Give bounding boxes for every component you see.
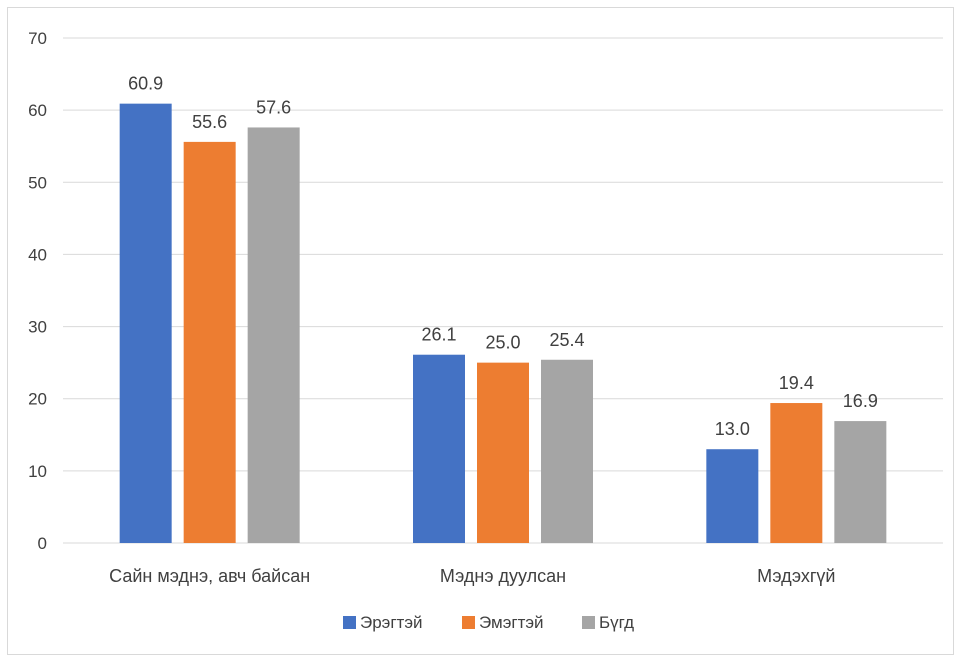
legend-swatch [582,616,595,629]
legend-label: Эрэгтэй [360,613,423,632]
data-label: 16.9 [843,391,878,411]
legend: Эрэгтэй Эмэгтэй Бүгд [343,613,634,632]
data-label: 19.4 [779,373,814,393]
data-label: 25.4 [549,330,584,350]
data-labels: 60.9 55.6 57.6 26.1 25.0 25.4 13.0 19.4 16.9 [128,74,878,440]
bar-3-3 [834,421,887,543]
bars [119,103,887,544]
x-category-label: Сайн мэднэ, авч байсан [109,566,310,586]
legend-swatch [462,616,475,629]
y-tick-label: 20 [28,390,47,409]
y-tick-label: 10 [28,462,47,481]
data-label: 13.0 [715,419,750,439]
y-tick-label: 70 [28,29,47,48]
data-label: 60.9 [128,74,163,94]
y-tick-label: 40 [28,245,47,264]
bar-2-3 [770,403,823,543]
legend-swatch [343,616,356,629]
data-label: 25.0 [485,333,520,353]
y-tick-label: 50 [28,173,47,192]
x-category-label: Мэднэ дуулсан [440,566,566,586]
x-category-label: Мэдэхгүй [757,566,835,586]
data-label: 55.6 [192,112,227,132]
legend-item: Эмэгтэй [462,613,544,632]
bar-1-3 [706,449,759,543]
legend-item: Бүгд [582,613,634,632]
y-axis-ticks: 0 10 20 30 40 50 60 70 [28,29,47,553]
y-tick-label: 0 [38,534,47,553]
x-axis-categories: Сайн мэднэ, авч байсан Мэднэ дуулсан Мэдэх… [109,566,835,586]
legend-item: Эрэгтэй [343,613,423,632]
legend-label: Эмэгтэй [479,613,544,632]
y-tick-label: 60 [28,101,47,120]
legend-label: Бүгд [599,613,634,632]
bar-1-1 [119,103,172,544]
data-label: 57.6 [256,97,291,117]
bar-2-2 [477,362,529,543]
data-label: 26.1 [421,325,456,345]
bar-2-1 [183,141,236,543]
bar-1-2 [413,354,465,543]
bar-3-2 [541,359,593,543]
y-tick-label: 30 [28,318,47,337]
bar-3-1 [247,127,300,543]
